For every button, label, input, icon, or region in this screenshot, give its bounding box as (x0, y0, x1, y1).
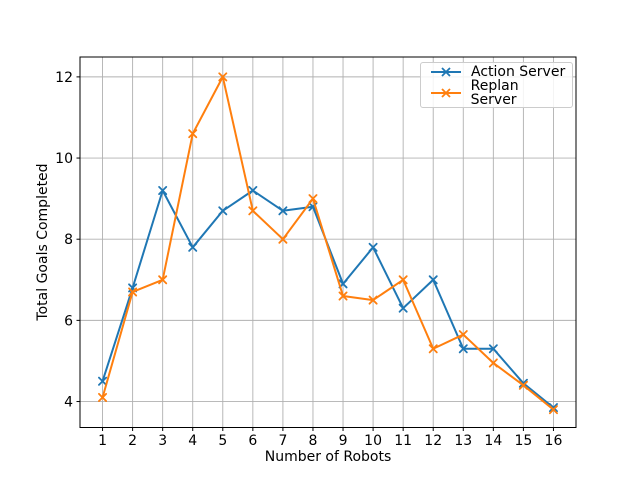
data-point-x-marker-replan-server (128, 287, 138, 297)
y-tick-label: 10 (55, 151, 73, 167)
legend-sample-x-marker-icon (441, 67, 451, 77)
data-point-x-marker-replan-server (428, 344, 438, 354)
data-point-x-marker-replan-server (308, 194, 318, 204)
x-tick-label: 4 (188, 433, 197, 449)
x-tick-label: 13 (454, 433, 472, 449)
y-tick-label: 4 (64, 395, 73, 411)
legend-line-marker-sample (431, 67, 461, 77)
data-point-x-marker-replan-server (158, 275, 168, 285)
data-point-x-marker-action-server (98, 376, 108, 386)
data-point-x-marker-replan-server (398, 275, 408, 285)
plot-border (79, 56, 577, 428)
data-point-x-marker-replan-server (98, 392, 108, 402)
data-point-x-marker-action-server (248, 186, 258, 196)
legend-label: Replan Server (470, 78, 519, 108)
y-tick-label: 6 (64, 313, 73, 329)
data-point-x-marker-replan-server (188, 129, 198, 139)
series-line-action-server (101, 189, 555, 409)
y-axis-label: Total Goals Completed (35, 163, 51, 321)
x-tick-label: 7 (278, 433, 287, 449)
data-point-x-marker-replan-server (338, 291, 348, 301)
x-tick-label: 2 (128, 433, 137, 449)
data-point-x-marker-action-server (548, 403, 558, 413)
x-tick-label: 16 (545, 433, 563, 449)
x-tick-label: 10 (364, 433, 382, 449)
series-line-replan-server (101, 75, 555, 411)
data-point-x-marker-replan-server (218, 72, 228, 82)
data-point-x-marker-action-server (458, 344, 468, 354)
data-point-x-marker-action-server (488, 344, 498, 354)
x-tick-label: 15 (514, 433, 532, 449)
data-point-x-marker-replan-server (248, 206, 258, 216)
x-tick-label: 3 (158, 433, 167, 449)
data-point-x-marker-replan-server (488, 358, 498, 368)
data-point-x-marker-action-server (518, 378, 528, 388)
x-tick-label: 11 (394, 433, 412, 449)
legend: Action Server Replan Server (420, 62, 573, 108)
data-point-x-marker-replan-server (278, 234, 288, 244)
data-point-x-marker-action-server (368, 242, 378, 252)
data-point-x-marker-action-server (218, 206, 228, 216)
data-point-x-marker-replan-server (548, 405, 558, 415)
y-tick-label: 12 (55, 70, 73, 86)
data-point-x-marker-replan-server (368, 295, 378, 305)
data-point-x-marker-action-server (278, 206, 288, 216)
x-tick-label: 14 (484, 433, 502, 449)
data-point-x-marker-action-server (188, 242, 198, 252)
data-point-x-marker-action-server (158, 186, 168, 196)
y-tick-label: 8 (64, 232, 73, 248)
data-point-x-marker-action-server (428, 275, 438, 285)
legend-line-marker-sample (431, 88, 461, 98)
x-tick-label: 8 (309, 433, 318, 449)
data-point-x-marker-action-server (398, 303, 408, 313)
data-point-x-marker-replan-server (518, 380, 528, 390)
x-axis-label: Number of Robots (264, 449, 392, 465)
x-tick-label: 1 (98, 433, 107, 449)
legend-entry-replan-server: Replan Server (429, 79, 568, 107)
x-tick-label: 12 (424, 433, 442, 449)
legend-label: Action Server (471, 64, 566, 80)
legend-entry-action-server: Action Server (429, 65, 568, 79)
x-tick-label: 5 (218, 433, 227, 449)
x-tick-label: 9 (339, 433, 348, 449)
x-tick-label: 6 (248, 433, 257, 449)
data-point-x-marker-replan-server (458, 330, 468, 340)
legend-sample-x-marker-icon (441, 88, 451, 98)
